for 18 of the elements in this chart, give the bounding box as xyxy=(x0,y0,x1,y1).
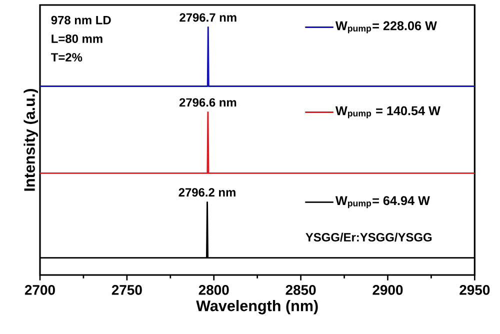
annotation: L=80 mm xyxy=(52,34,102,43)
annotation: 2796.2 nm xyxy=(178,188,236,197)
x-axis-title: Wavelength (nm) xyxy=(196,300,318,314)
y-axis-title: Intensity (a.u.) xyxy=(24,88,38,191)
text: 978 nm LD xyxy=(51,16,111,24)
annotation: 2796.6 nm xyxy=(179,98,236,107)
x-tick-label: 2900 xyxy=(372,285,403,295)
annotation: YSGG/Er:YSGG/YSGG xyxy=(306,232,432,242)
x-tick-label: 2850 xyxy=(286,285,316,295)
legend-label: W$_{pump}$= 64.94 W xyxy=(335,196,430,208)
annotation: T=2% xyxy=(51,53,82,62)
x-tick-label: 2800 xyxy=(198,285,229,295)
x-tick-label: 2750 xyxy=(112,285,142,295)
legend-label: W$_{pump}$ = 140.54 W xyxy=(335,106,440,118)
x-tick-label: 2950 xyxy=(460,285,490,295)
x-tick-label: 2700 xyxy=(24,285,55,295)
annotation: 2796.7 nm xyxy=(180,13,236,22)
legend-label: W$_{pump}$= 228.06 W xyxy=(335,21,437,34)
